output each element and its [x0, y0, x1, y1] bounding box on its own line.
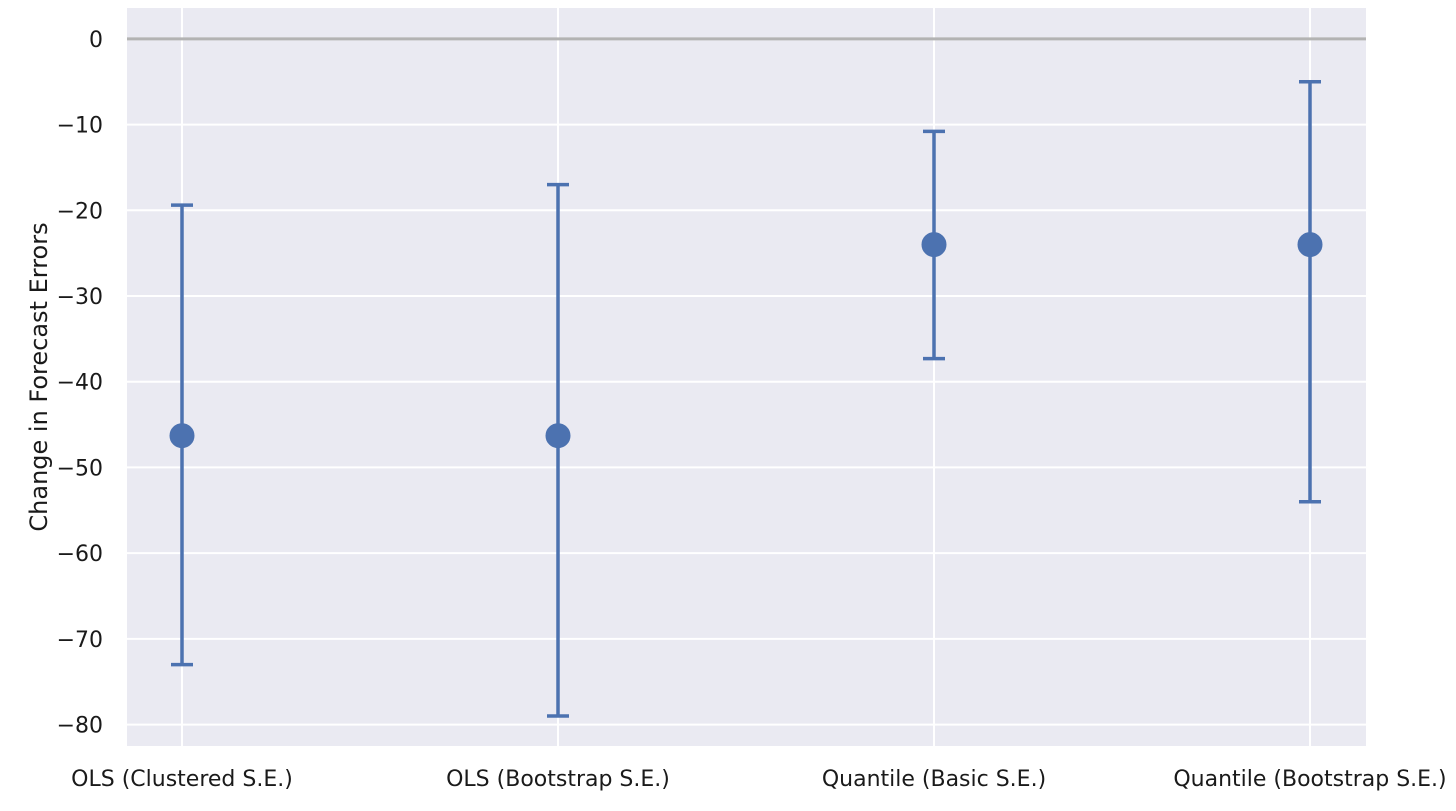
y-tick-labels: 0 −10 −20 −30 −40 −50 −60 −70 −80 [57, 28, 103, 739]
point-estimate [1297, 232, 1323, 258]
y-tick-label: 0 [89, 28, 103, 53]
x-tick-label: Quantile (Basic S.E.) [822, 767, 1046, 792]
y-grid [127, 123, 1366, 726]
y-tick-label: −10 [57, 114, 103, 139]
y-tick-label: −30 [57, 285, 103, 310]
y-tick-label: −60 [57, 542, 103, 567]
y-tick-label: −40 [57, 371, 103, 396]
point-estimate [169, 423, 195, 449]
y-tick-label: −50 [57, 456, 103, 481]
error-bar-marks [169, 79, 1323, 718]
y-tick-label: −20 [57, 199, 103, 224]
y-tick-label: −70 [57, 628, 103, 653]
y-axis-title: Change in Forecast Errors [25, 222, 53, 531]
plot-background [127, 8, 1366, 746]
x-tick-labels: OLS (Clustered S.E.) OLS (Bootstrap S.E.)… [71, 767, 1446, 792]
y-tick-label: −80 [57, 714, 103, 739]
x-tick-label: OLS (Bootstrap S.E.) [446, 767, 670, 792]
point-estimate [921, 232, 947, 258]
point-estimate [545, 423, 571, 449]
x-tick-label: OLS (Clustered S.E.) [71, 767, 293, 792]
x-tick-label: Quantile (Bootstrap S.E.) [1173, 767, 1446, 792]
